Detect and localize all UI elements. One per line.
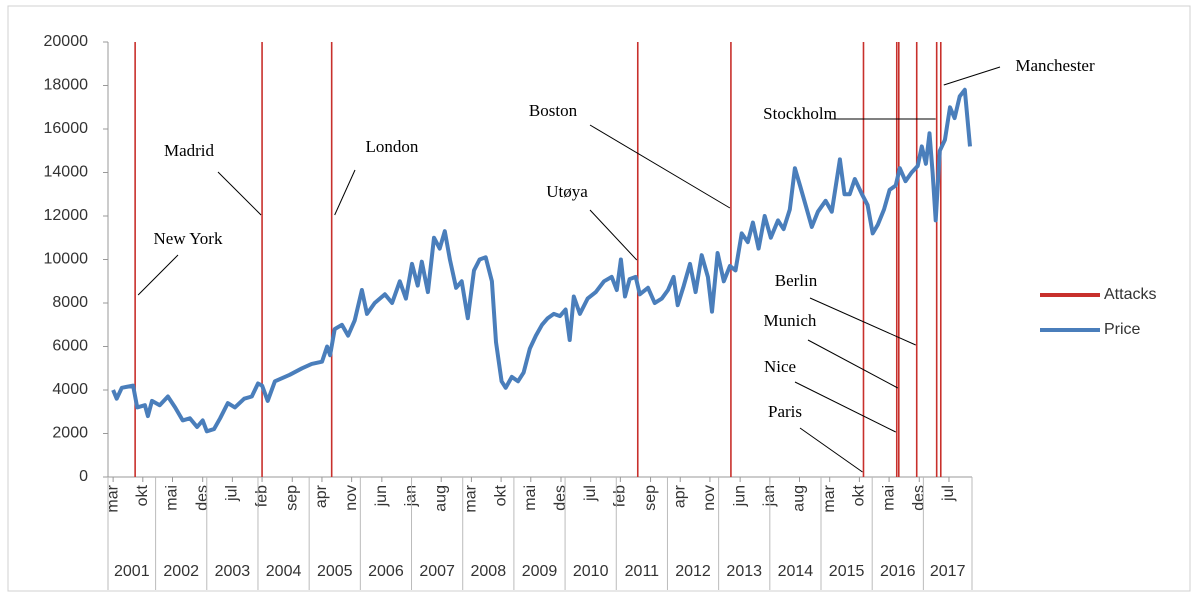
year-label: 2016 [880, 563, 916, 580]
x-tick-label: sep [642, 485, 659, 511]
annotation: London [366, 137, 419, 156]
y-tick-label: 18000 [44, 77, 89, 94]
annotation-leader [137, 254, 179, 296]
year-label: 2010 [573, 563, 609, 580]
annotation-leader [799, 427, 863, 473]
x-tick-label: sep [283, 485, 300, 511]
year-label: 2009 [522, 563, 558, 580]
annotation: Utøya [546, 182, 588, 201]
year-label: 2002 [163, 563, 199, 580]
annotation-leader [334, 169, 356, 216]
annotation-leader [217, 171, 262, 216]
x-tick-label: mar [821, 484, 838, 512]
x-tick-label: des [910, 485, 927, 511]
y-tick-label: 16000 [44, 120, 89, 137]
x-tick-label: mar [104, 484, 121, 512]
annotation: Madrid [164, 141, 215, 160]
x-tick-label: nov [343, 485, 360, 511]
y-tick-label: 2000 [52, 425, 88, 442]
y-tick-label: 20000 [44, 33, 89, 50]
y-tick-label: 6000 [52, 338, 88, 355]
year-label: 2013 [726, 563, 762, 580]
x-tick-label: jun [731, 485, 748, 507]
year-label: 2008 [471, 563, 507, 580]
year-label: 2001 [114, 563, 150, 580]
x-tick-label: aug [432, 485, 449, 512]
annotation: Munich [764, 311, 817, 330]
chart-frame [7, 5, 1191, 592]
annotation: Manchester [1015, 56, 1095, 75]
y-tick-label: 4000 [52, 381, 88, 398]
y-tick-label: 0 [79, 468, 88, 485]
price-line [111, 87, 972, 434]
annotation-leader [807, 339, 899, 389]
y-tick-label: 8000 [52, 294, 88, 311]
annotation: Paris [768, 402, 802, 421]
annotation: Nice [764, 357, 796, 376]
annotation: Berlin [775, 271, 818, 290]
x-tick-label: apr [313, 484, 330, 508]
year-label: 2003 [215, 563, 251, 580]
year-label: 2017 [930, 563, 966, 580]
year-label: 2015 [829, 563, 865, 580]
x-tick-label: mai [522, 485, 539, 511]
year-label: 2005 [317, 563, 353, 580]
x-tick-label: des [552, 485, 569, 511]
y-tick-label: 10000 [44, 251, 89, 268]
x-tick-label: okt [851, 484, 868, 506]
x-tick-label: mai [880, 485, 897, 511]
x-tick-label: apr [671, 484, 688, 508]
x-tick-label: mai [164, 485, 181, 511]
x-tick-label: aug [791, 485, 808, 512]
annotation-leader [589, 124, 731, 209]
year-label: 2011 [625, 563, 660, 580]
y-tick-label: 14000 [44, 164, 89, 181]
x-tick-label: okt [492, 484, 509, 506]
annotation-leader [589, 209, 638, 261]
x-tick-label: jul [582, 485, 599, 502]
legend-label: Attacks [1104, 286, 1156, 303]
annotation: Stockholm [763, 104, 837, 123]
annotation: Boston [529, 101, 578, 120]
x-tick-label: jun [373, 485, 390, 507]
x-tick-label: mar [463, 484, 480, 512]
y-tick-label: 12000 [44, 207, 89, 224]
year-label: 2004 [266, 563, 302, 580]
annotation-leader [943, 66, 1001, 86]
x-tick-label: feb [253, 485, 270, 507]
x-tick-label: jul [940, 485, 957, 502]
x-tick-label: nov [701, 485, 718, 511]
year-label: 2014 [778, 563, 814, 580]
x-tick-label: des [194, 485, 211, 511]
annotation-leader [809, 297, 916, 346]
annotation: New York [154, 229, 223, 248]
legend-label: Price [1104, 321, 1141, 338]
year-label: 2012 [675, 563, 711, 580]
year-label: 2006 [368, 563, 404, 580]
x-tick-label: feb [612, 485, 629, 507]
annotation-leader [794, 381, 896, 433]
year-label: 2007 [419, 563, 455, 580]
x-tick-label: okt [134, 484, 151, 506]
x-tick-label: jul [224, 485, 241, 502]
